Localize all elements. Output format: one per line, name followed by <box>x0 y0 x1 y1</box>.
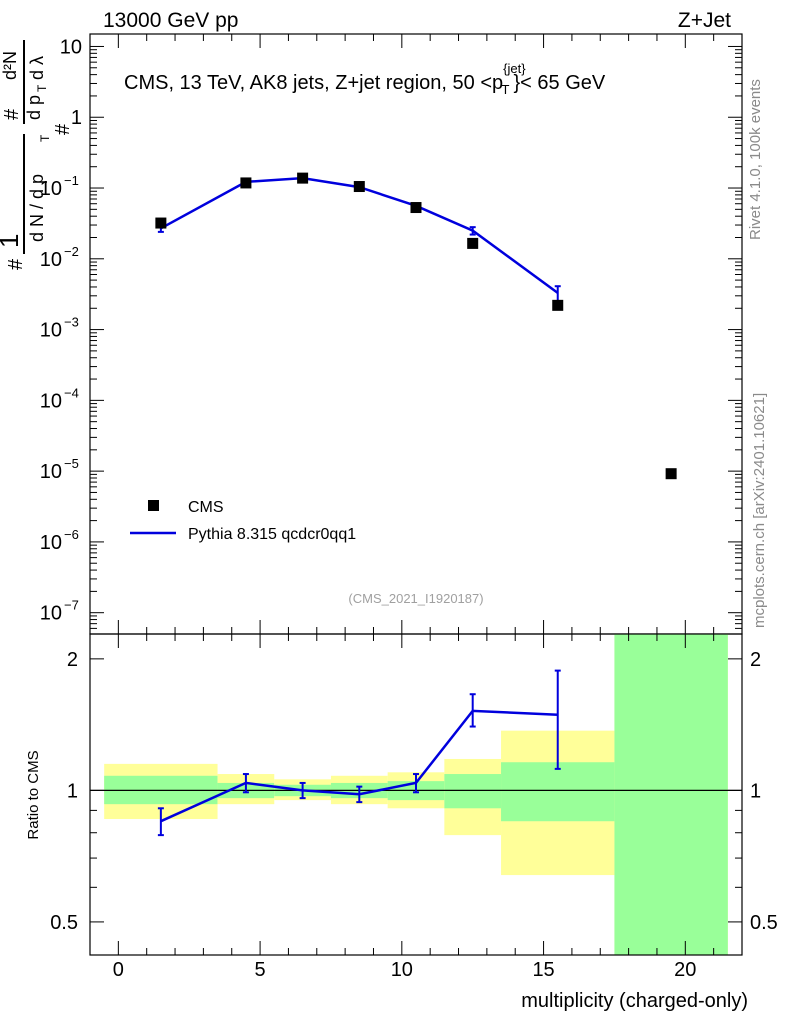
main-frame <box>89 33 743 635</box>
main-y-tick-exp-3: −2 <box>64 244 79 259</box>
main-y-tick-label-4: 10 <box>40 320 62 342</box>
ratio-axes: 0 5 10 15 20 0.5 0.5 1 1 2 2 <box>50 633 778 981</box>
main-y-tick-label-6: 10 <box>40 461 62 483</box>
energy-label: 13000 GeV pp <box>103 9 238 32</box>
x-axis-label: multiplicity (charged-only) <box>521 990 748 1012</box>
rivet-version-label: Rivet 4.1.0, 100k events <box>747 79 764 240</box>
cms-data-point-2 <box>297 172 309 184</box>
main-series-group <box>155 172 677 480</box>
main-y-tick-label-7: 10 <box>40 532 62 554</box>
main-y-tick-label-2: 10 <box>40 178 62 200</box>
ratio-y-tick-label-right-2: 2 <box>750 649 761 671</box>
cms-data-point-7 <box>665 468 677 480</box>
legend-cms-label: CMS <box>188 499 224 516</box>
ratio-band-inner-5 <box>444 774 502 809</box>
reference-label: (CMS_2021_I1920187) <box>348 591 483 606</box>
ratio-band-inner-7 <box>614 634 728 955</box>
main-y-tick-exp-5: −4 <box>64 385 79 400</box>
main-y-tick-label-1: 1 <box>71 107 82 129</box>
plot-title-suffix: }< 65 GeV <box>514 72 606 94</box>
plot-title-prefix: CMS, 13 TeV, AK8 jets, Z+jet region, 50 … <box>124 72 503 94</box>
main-y-tick-label-3: 10 <box>40 249 62 271</box>
main-y-tick-label-0: 10 <box>60 36 82 58</box>
y-label-hash-2: # <box>52 123 74 135</box>
legend-cms-marker <box>148 500 159 511</box>
pythia-line <box>160 176 559 294</box>
y-label-hash-3: # <box>1 108 23 120</box>
y-label-dpt: d p <box>24 95 44 120</box>
main-y-tick-exp-8: −7 <box>64 598 79 613</box>
y-label-dn-dpt: d N / d p <box>27 174 47 242</box>
ratio-y-tick-label-left-1: 1 <box>67 780 78 802</box>
cms-data-point-5 <box>467 237 479 249</box>
y-label-one: 1 <box>0 234 24 248</box>
x-tick-label-0: 0 <box>113 959 124 981</box>
legend: CMS Pythia 8.315 qcdcr0qq1 <box>130 499 356 543</box>
y-label-hash: # <box>5 258 27 270</box>
main-y-tick-exp-2: −1 <box>64 173 79 188</box>
ratio-y-tick-label-right-0: 0.5 <box>750 912 778 934</box>
main-y-tick-label-8: 10 <box>40 603 62 625</box>
y-label-t-sub: T <box>38 134 52 142</box>
ratio-y-tick-label-right-1: 1 <box>750 780 761 802</box>
cms-data-point-6 <box>552 299 564 311</box>
y-label-d2n: d²N <box>0 51 20 80</box>
ratio-band-inner-6 <box>501 762 615 822</box>
legend-pythia-label: Pythia 8.315 qcdcr0qq1 <box>188 526 356 543</box>
plot-title: CMS, 13 TeV, AK8 jets, Z+jet region, 50 … <box>124 61 606 97</box>
mcplots-label: mcplots.cern.ch [arXiv:2401.10621] <box>751 393 768 628</box>
cms-data-point-1 <box>240 177 252 189</box>
y-label-t-sub-2: T <box>35 84 49 92</box>
ratio-y-tick-label-left-0: 0.5 <box>50 912 78 934</box>
y-label-dl: d λ <box>27 56 47 80</box>
ratio-series-group <box>157 669 561 837</box>
main-y-tick-label-5: 10 <box>40 390 62 412</box>
x-tick-label-3: 15 <box>532 959 554 981</box>
x-tick-label-2: 10 <box>391 959 413 981</box>
plot-title-sub: T <box>502 82 510 97</box>
cms-data-point-3 <box>353 181 365 193</box>
y-axis-label: # 1 d N / d p T # d p T # d λ d²N <box>0 40 74 270</box>
x-tick-label-4: 20 <box>674 959 696 981</box>
ratio-frame <box>89 633 743 956</box>
cms-data-point-0 <box>155 217 167 229</box>
main-y-tick-exp-7: −6 <box>64 527 79 542</box>
ratio-y-label: Ratio to CMS <box>25 750 42 839</box>
process-label: Z+Jet <box>678 9 731 32</box>
main-y-tick-exp-4: −3 <box>64 315 79 330</box>
plot-title-sup: {jet} <box>503 61 526 76</box>
ratio-bands <box>90 634 742 955</box>
main-y-tick-exp-6: −5 <box>64 456 79 471</box>
ratio-y-tick-label-left-2: 2 <box>67 649 78 671</box>
cms-data-point-4 <box>410 202 422 214</box>
x-tick-label-1: 5 <box>255 959 266 981</box>
